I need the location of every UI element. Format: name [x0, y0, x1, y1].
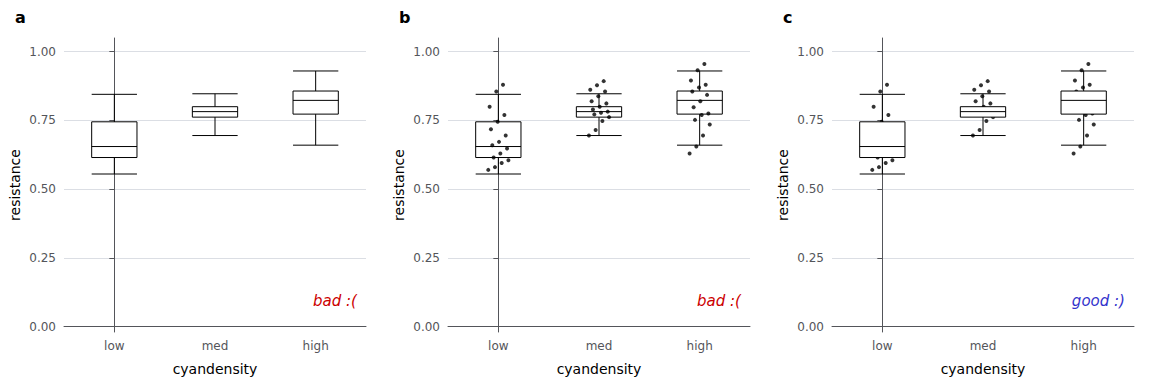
svg-text:b: b [399, 8, 410, 27]
svg-text:bad :(: bad :( [697, 292, 742, 310]
svg-text:1.00: 1.00 [413, 45, 440, 59]
svg-text:med: med [202, 339, 229, 353]
svg-text:high: high [303, 339, 329, 353]
svg-text:bad :(: bad :( [313, 292, 358, 310]
svg-text:cyandensity: cyandensity [557, 361, 642, 377]
svg-text:0.75: 0.75 [29, 113, 56, 127]
svg-text:resistance: resistance [391, 149, 407, 221]
svg-text:resistance: resistance [775, 149, 791, 221]
svg-text:c: c [783, 8, 792, 27]
svg-text:good :): good :) [1072, 292, 1125, 310]
svg-text:high: high [1071, 339, 1097, 353]
svg-text:0.50: 0.50 [413, 182, 440, 196]
svg-text:a: a [15, 8, 26, 27]
svg-text:0.00: 0.00 [29, 320, 56, 334]
svg-text:low: low [104, 339, 125, 353]
svg-text:0.75: 0.75 [413, 113, 440, 127]
svg-text:0.25: 0.25 [413, 251, 440, 265]
svg-text:0.50: 0.50 [797, 182, 824, 196]
svg-text:0.00: 0.00 [797, 320, 824, 334]
svg-text:0.75: 0.75 [797, 113, 824, 127]
svg-text:high: high [687, 339, 713, 353]
svg-text:0.25: 0.25 [797, 251, 824, 265]
svg-text:0.50: 0.50 [29, 182, 56, 196]
svg-text:resistance: resistance [7, 149, 23, 221]
svg-text:low: low [872, 339, 893, 353]
svg-text:low: low [488, 339, 509, 353]
svg-text:0.00: 0.00 [413, 320, 440, 334]
svg-text:cyandensity: cyandensity [173, 361, 258, 377]
svg-text:med: med [586, 339, 613, 353]
svg-text:med: med [970, 339, 997, 353]
svg-text:1.00: 1.00 [797, 45, 824, 59]
svg-text:1.00: 1.00 [29, 45, 56, 59]
svg-text:0.25: 0.25 [29, 251, 56, 265]
svg-text:cyandensity: cyandensity [941, 361, 1026, 377]
